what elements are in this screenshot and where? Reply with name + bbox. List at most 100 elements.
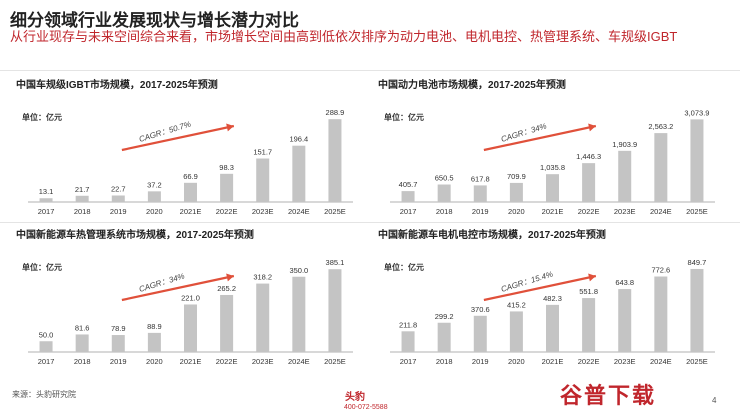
data-label: 643.8 bbox=[615, 278, 634, 287]
cagr-annotation: CAGR：50.7% bbox=[121, 120, 235, 152]
bar-2021E bbox=[184, 182, 197, 202]
watermark: 谷普下载 bbox=[560, 383, 657, 408]
cagr-annotation: CAGR：34% bbox=[483, 122, 597, 152]
x-tick-label: 2025E bbox=[686, 207, 708, 216]
x-tick-label: 2023E bbox=[252, 357, 274, 366]
bar-2018 bbox=[437, 322, 451, 352]
data-label: 617.8 bbox=[471, 174, 490, 183]
bar-2017 bbox=[401, 331, 415, 352]
cagr-arrow-head bbox=[588, 273, 596, 282]
chart-thermal-management: 中国新能源车热管理系统市场规模，2017-2025年预测 单位：亿元 50.0 2… bbox=[8, 226, 368, 376]
bar-2018 bbox=[75, 195, 89, 202]
data-label: 350.0 bbox=[289, 266, 308, 275]
bar-2022E bbox=[220, 294, 234, 352]
cagr-arrow-shaft bbox=[483, 124, 597, 152]
x-tick-label: 2020 bbox=[146, 357, 163, 366]
bar-2020 bbox=[147, 332, 161, 352]
x-tick-label: 2019 bbox=[110, 207, 127, 216]
bar-2024E bbox=[292, 276, 306, 352]
chart-unit: 单位：亿元 bbox=[384, 263, 424, 272]
bar-2021E bbox=[546, 304, 559, 352]
source-note: 来源：头豹研究院 bbox=[12, 390, 76, 399]
cagr-arrow-head bbox=[226, 123, 234, 132]
chart-svg: 405.7 2017 650.5 2018 617.8 2019 709.9 2020 1,03… bbox=[390, 108, 715, 216]
bar-2018 bbox=[75, 334, 89, 352]
data-label: 88.9 bbox=[147, 322, 162, 331]
bar-2022E bbox=[582, 163, 596, 202]
x-tick-label: 2019 bbox=[472, 357, 489, 366]
data-label: 98.3 bbox=[219, 163, 234, 172]
bar-2021E bbox=[184, 304, 197, 352]
data-label: 1,903.9 bbox=[612, 140, 637, 149]
bar-2017 bbox=[401, 191, 415, 202]
x-tick-label: 2022E bbox=[216, 357, 238, 366]
data-label: 151.7 bbox=[253, 148, 272, 157]
bar-2020 bbox=[147, 191, 161, 202]
contact-phone: 400-072-5588 bbox=[344, 404, 388, 411]
x-tick-label: 2024E bbox=[288, 207, 310, 216]
data-label: 772.6 bbox=[651, 265, 670, 274]
x-tick-label: 2017 bbox=[400, 207, 417, 216]
x-tick-label: 2019 bbox=[110, 357, 127, 366]
x-tick-label: 2024E bbox=[288, 357, 310, 366]
bar-2025E bbox=[690, 119, 704, 202]
data-label: 650.5 bbox=[435, 174, 454, 183]
data-label: 405.7 bbox=[399, 180, 418, 189]
data-label: 66.9 bbox=[183, 172, 198, 181]
chart-unit: 单位：亿元 bbox=[22, 113, 62, 122]
x-tick-label: 2024E bbox=[650, 207, 672, 216]
chart-svg: 50.0 2017 81.6 2018 78.9 2019 88.9 2020 221.0 202… bbox=[28, 258, 353, 366]
bar-2022E bbox=[220, 173, 234, 202]
bar-2019 bbox=[473, 185, 487, 202]
chart-igbt: 中国车规级IGBT市场规模，2017-2025年预测 单位：亿元 13.1 201… bbox=[8, 76, 368, 226]
bar-2024E bbox=[654, 133, 668, 202]
data-label: 299.2 bbox=[435, 312, 454, 321]
x-tick-label: 2021E bbox=[542, 357, 564, 366]
x-tick-label: 2021E bbox=[180, 207, 202, 216]
data-label: 2,563.2 bbox=[648, 122, 673, 131]
cagr-arrow-shaft bbox=[483, 274, 597, 302]
bar-2023E bbox=[618, 289, 632, 352]
bar-2020 bbox=[509, 311, 523, 352]
bar-2019 bbox=[111, 335, 125, 352]
data-label: 1,035.8 bbox=[540, 163, 565, 172]
x-tick-label: 2017 bbox=[38, 357, 55, 366]
x-tick-label: 2017 bbox=[400, 357, 417, 366]
brand-logo: 头豹 bbox=[345, 392, 365, 403]
data-label: 415.2 bbox=[507, 300, 526, 309]
x-tick-label: 2018 bbox=[74, 357, 91, 366]
x-tick-label: 2018 bbox=[436, 357, 453, 366]
bar-2025E bbox=[690, 268, 704, 352]
data-label: 81.6 bbox=[75, 323, 90, 332]
data-label: 1,446.3 bbox=[576, 152, 601, 161]
chart-svg: 211.8 2017 299.2 2018 370.6 2019 415.2 2020 482.… bbox=[390, 258, 715, 366]
x-tick-label: 2018 bbox=[74, 207, 91, 216]
chart-title: 中国车规级IGBT市场规模，2017-2025年预测 bbox=[16, 80, 218, 91]
data-label: 196.4 bbox=[289, 135, 308, 144]
cagr-arrow-shaft bbox=[121, 124, 235, 152]
bar-2022E bbox=[582, 298, 596, 352]
x-tick-label: 2018 bbox=[436, 207, 453, 216]
chart-title: 中国动力电池市场规模，2017-2025年预测 bbox=[378, 80, 566, 91]
bar-2021E bbox=[546, 174, 559, 202]
x-tick-label: 2020 bbox=[508, 357, 525, 366]
bar-2020 bbox=[509, 182, 523, 202]
x-tick-label: 2025E bbox=[324, 357, 346, 366]
data-label: 709.9 bbox=[507, 172, 526, 181]
x-tick-label: 2020 bbox=[146, 207, 163, 216]
data-label: 211.8 bbox=[399, 320, 417, 329]
page-number: 4 bbox=[712, 396, 717, 405]
cagr-arrow-shaft bbox=[121, 274, 235, 302]
data-label: 221.0 bbox=[181, 293, 200, 302]
data-label: 288.9 bbox=[326, 108, 345, 117]
data-label: 22.7 bbox=[111, 184, 126, 193]
bar-2018 bbox=[437, 184, 451, 202]
bar-2017 bbox=[39, 341, 53, 352]
x-tick-label: 2025E bbox=[324, 207, 346, 216]
chart-title: 中国新能源车热管理系统市场规模，2017-2025年预测 bbox=[16, 230, 254, 241]
divider-middle bbox=[0, 222, 740, 223]
bar-2023E bbox=[618, 150, 632, 202]
bar-2019 bbox=[473, 315, 487, 352]
bar-2023E bbox=[256, 158, 270, 202]
x-tick-label: 2025E bbox=[686, 357, 708, 366]
